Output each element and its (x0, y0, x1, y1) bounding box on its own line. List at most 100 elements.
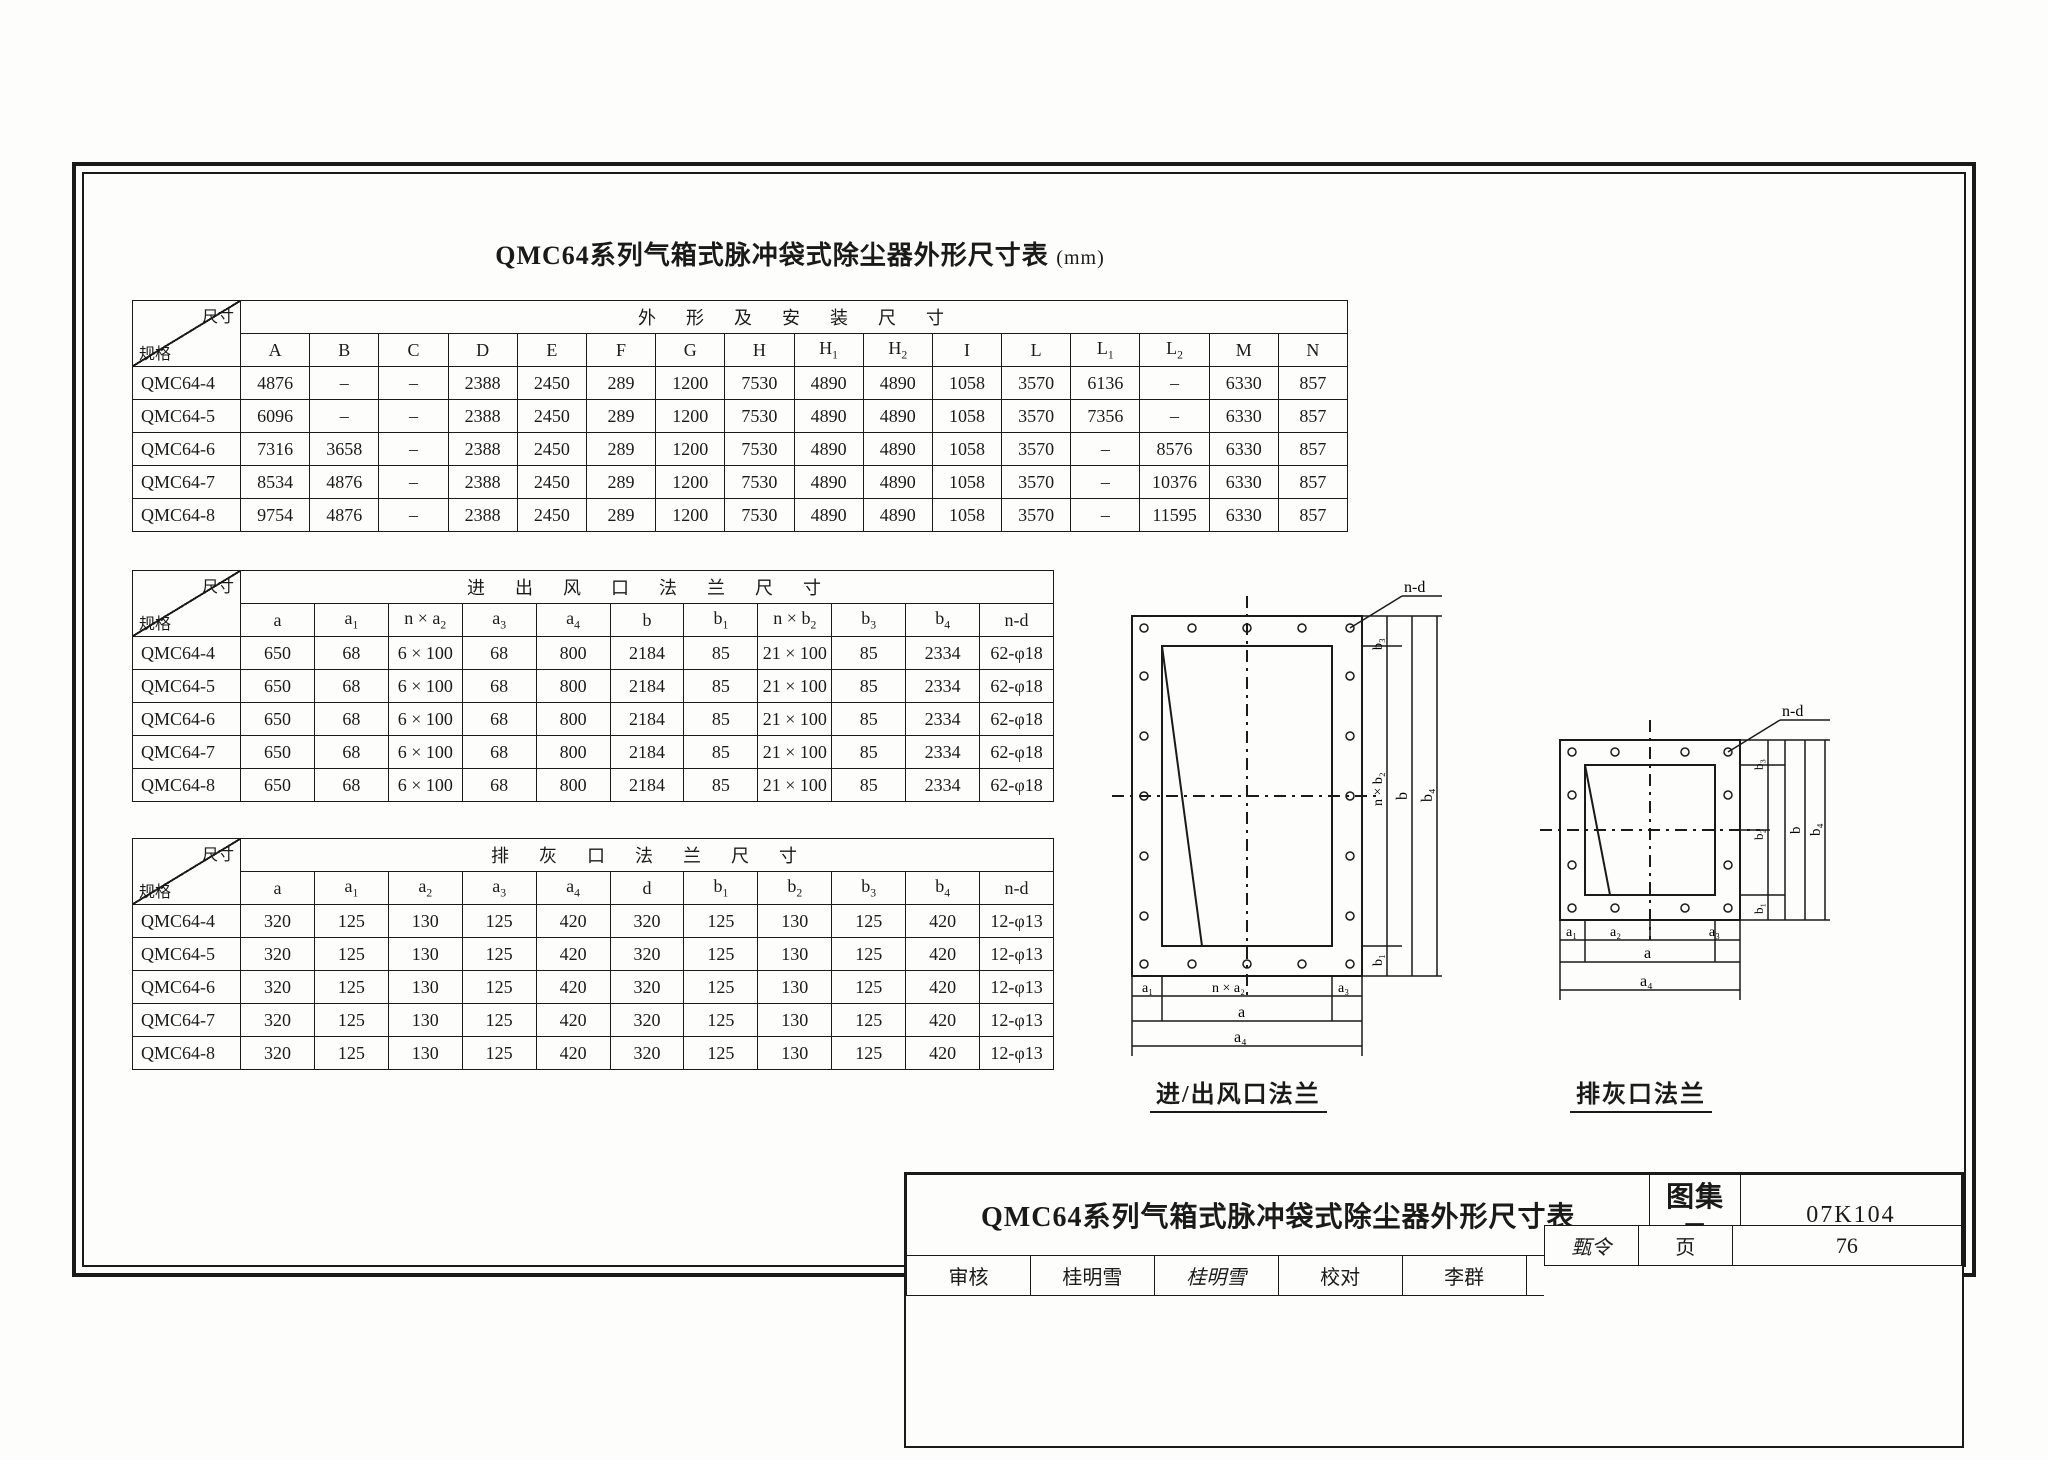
table-cell: – (1140, 367, 1209, 400)
table-cell: 420 (906, 905, 980, 938)
table-cell: – (379, 367, 448, 400)
table-cell: 2388 (448, 499, 517, 532)
table-row: QMC64-673163658–238824502891200753048904… (133, 433, 1348, 466)
table-cell: 85 (832, 637, 906, 670)
table-cell: 289 (586, 433, 655, 466)
table-row: QMC64-7650686 × 1006880021848521 × 10085… (133, 736, 1054, 769)
table-cell: 320 (241, 938, 315, 971)
table-cell: 12-φ13 (980, 938, 1054, 971)
table-cell: 125 (314, 905, 388, 938)
table-cell: 125 (462, 938, 536, 971)
table-cell: 125 (832, 971, 906, 1004)
col-header: a3 (462, 604, 536, 637)
table-cell: 1200 (656, 400, 725, 433)
table-cell: – (1140, 400, 1209, 433)
svg-text:b₁: b₁ (1751, 903, 1766, 914)
table-cell: 420 (906, 1004, 980, 1037)
table-cell: 800 (536, 670, 610, 703)
table-cell: 420 (906, 1037, 980, 1070)
svg-text:n-d: n-d (1782, 703, 1803, 720)
table-cell: 125 (832, 938, 906, 971)
drawing-title: QMC64系列气箱式脉冲袋式除尘器外形尺寸表 (907, 1175, 1650, 1256)
table-cell: 2184 (610, 703, 684, 736)
table-cell: 800 (536, 736, 610, 769)
table-cell: QMC64-7 (133, 466, 241, 499)
col-header: b4 (906, 604, 980, 637)
col-header: a (241, 872, 315, 905)
table-cell: 125 (684, 971, 758, 1004)
table-cell: 289 (586, 367, 655, 400)
table-cell: 2388 (448, 433, 517, 466)
table-cell: 125 (314, 1037, 388, 1070)
table-cell: QMC64-6 (133, 971, 241, 1004)
col-header: b4 (906, 872, 980, 905)
col-header: b1 (684, 872, 758, 905)
table-cell: 6096 (241, 400, 310, 433)
col-header: n-d (980, 872, 1054, 905)
table-cell: 2450 (517, 499, 586, 532)
table-cell: 800 (536, 703, 610, 736)
table-row: QMC64-832012513012542032012513012542012-… (133, 1037, 1054, 1070)
table-cell: 1058 (932, 466, 1001, 499)
table-outline-dims: 尺寸规格外 形 及 安 装 尺 寸ABCDEFGHH1H2ILL1L2MNQMC… (132, 300, 1348, 532)
table-cell: 650 (241, 769, 315, 802)
table-cell: 125 (684, 1037, 758, 1070)
table-cell: 2450 (517, 466, 586, 499)
svg-text:a₁: a₁ (1142, 981, 1153, 996)
table-cell: 85 (832, 769, 906, 802)
dim-nd: n-d (1404, 579, 1425, 596)
table-cell: 1200 (656, 499, 725, 532)
table-cell: 1058 (932, 499, 1001, 532)
table-cell: 6330 (1209, 400, 1278, 433)
svg-text:b₄: b₄ (1808, 823, 1824, 836)
table-cell: 68 (462, 769, 536, 802)
table-cell: 1200 (656, 433, 725, 466)
table-cell: 2388 (448, 367, 517, 400)
table-cell: 2184 (610, 637, 684, 670)
col-header: H (725, 334, 794, 367)
table-cell: 4890 (863, 466, 932, 499)
col-header: n × a2 (388, 604, 462, 637)
col-header: a4 (536, 604, 610, 637)
table-cell: 800 (536, 769, 610, 802)
table-cell: 125 (832, 1037, 906, 1070)
table-cell: 2184 (610, 769, 684, 802)
table-cell: 2334 (906, 736, 980, 769)
table-row: QMC64-732012513012542032012513012542012-… (133, 1004, 1054, 1037)
table-cell: 8576 (1140, 433, 1209, 466)
table-cell: 12-φ13 (980, 905, 1054, 938)
table-cell: 68 (314, 703, 388, 736)
table-cell: – (310, 367, 379, 400)
table-cell: 857 (1278, 433, 1347, 466)
table-cell: 320 (241, 971, 315, 1004)
table-cell: 130 (758, 905, 832, 938)
table-cell: 125 (832, 905, 906, 938)
table-cell: 2334 (906, 637, 980, 670)
table-cell: 85 (684, 670, 758, 703)
table-cell: 85 (832, 703, 906, 736)
table-cell: 857 (1278, 499, 1347, 532)
col-header: G (656, 334, 725, 367)
check-label: 校对 (1278, 1256, 1402, 1296)
table-cell: 320 (241, 905, 315, 938)
table-cell: 125 (314, 971, 388, 1004)
table-cell: 125 (462, 971, 536, 1004)
svg-text:a: a (1238, 1004, 1245, 1021)
table-cell: 320 (610, 1037, 684, 1070)
table-cell: 62-φ18 (980, 637, 1054, 670)
table-cell: 130 (388, 1037, 462, 1070)
table-cell: – (379, 466, 448, 499)
table-cell: 130 (758, 1004, 832, 1037)
table-cell: 130 (758, 971, 832, 1004)
table-cell: 62-φ18 (980, 736, 1054, 769)
table-cell: 21 × 100 (758, 703, 832, 736)
table-cell: 6 × 100 (388, 637, 462, 670)
svg-text:a: a (1644, 945, 1651, 962)
table-cell: 2184 (610, 736, 684, 769)
svg-text:b: b (1394, 792, 1411, 800)
table-cell: 68 (462, 736, 536, 769)
col-header: M (1209, 334, 1278, 367)
svg-text:b₄: b₄ (1419, 788, 1436, 802)
table-cell: 3658 (310, 433, 379, 466)
group-header: 进 出 风 口 法 兰 尺 寸 (241, 571, 1054, 604)
